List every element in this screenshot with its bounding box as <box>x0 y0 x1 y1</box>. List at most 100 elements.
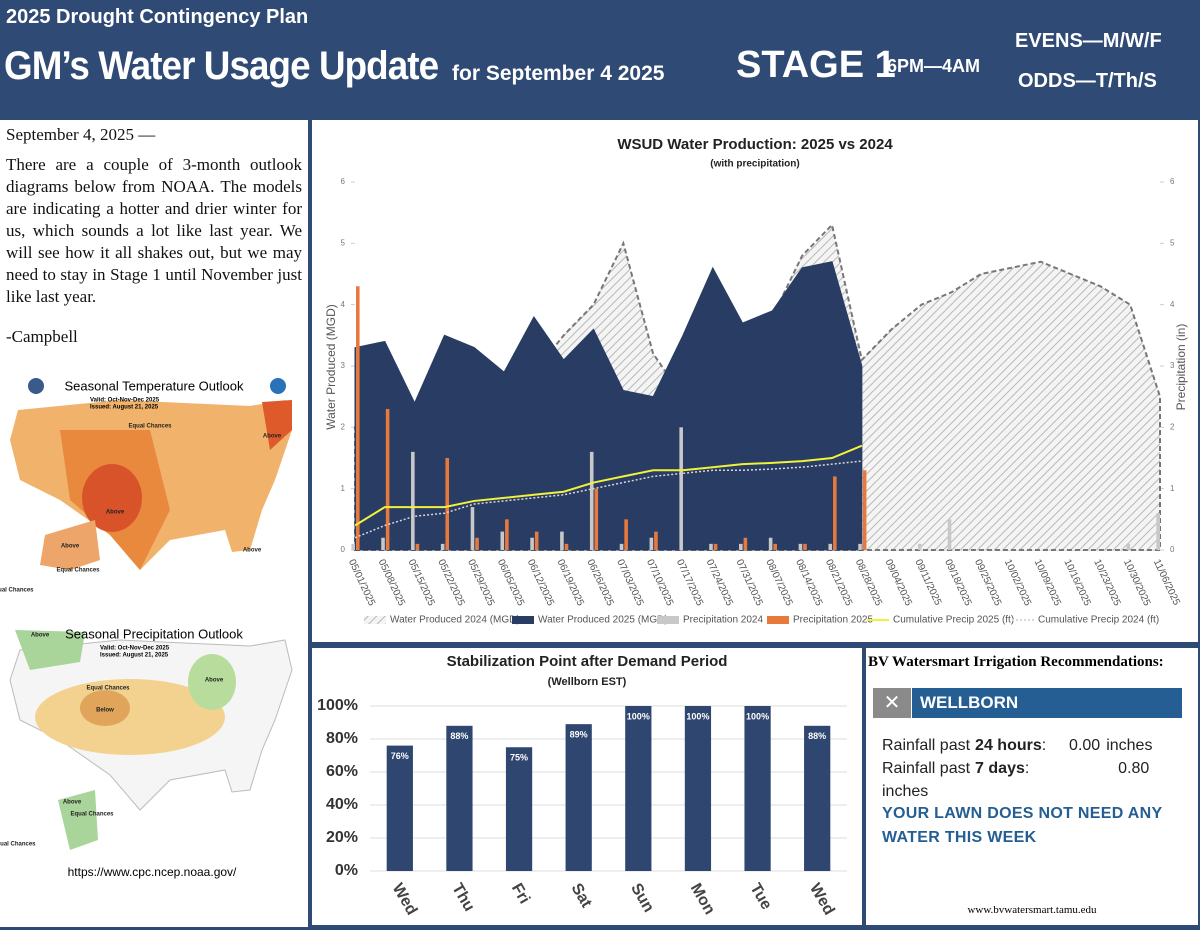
precip-bar <box>739 543 743 550</box>
legend-label: Cumulative Precip 2024 (ft) <box>1038 615 1159 626</box>
precip-bar <box>917 543 922 550</box>
precip-bar <box>619 543 624 550</box>
y-tick-label: 20% <box>326 829 358 846</box>
bar <box>625 706 652 871</box>
precip-bar <box>624 519 628 550</box>
x-tick-label: 05/15/2025 <box>406 558 437 608</box>
bar <box>446 725 473 871</box>
map-region <box>188 654 236 710</box>
map-label: Equal Chances <box>70 812 114 818</box>
precip-bar <box>828 543 833 550</box>
ws-rows: Rainfall past 24 hours: 0.00 inches Rainfall… <box>882 734 1198 803</box>
line <box>354 444 863 527</box>
x-tick-label: 08/21/2025 <box>823 558 854 608</box>
x-tick-label: Wed <box>806 881 837 919</box>
map-title: Seasonal Precipitation Outlook <box>65 626 243 641</box>
y-tick-label: 6 <box>341 177 346 186</box>
ws-prefix: Rainfall past <box>882 760 971 777</box>
y-tick-label: 40% <box>326 796 358 813</box>
x-tick-label: 09/18/2025 <box>942 558 973 608</box>
precip-bar <box>560 531 564 550</box>
ws-row: Rainfall past 24 hours: 0.00 inches <box>882 734 1198 757</box>
map-region <box>262 400 292 450</box>
ws-url: www.bvwatersmart.tamu.edu <box>967 904 1097 916</box>
precip-bar <box>768 537 773 550</box>
precip-bar <box>1126 543 1131 550</box>
stage: STAGE 1 <box>736 44 896 86</box>
map-label: Above <box>263 434 282 440</box>
map-issued: Issued: August 21, 2025 <box>90 405 159 411</box>
map-region <box>80 690 130 726</box>
x-tick-label: 07/31/2025 <box>733 558 764 608</box>
ws-value: 0.80 <box>1118 760 1150 777</box>
date: for September 4 2025 <box>452 62 665 85</box>
x-tick-label: 06/19/2025 <box>555 558 586 608</box>
legend-label: Cumulative Precip 2025 (ft) <box>893 615 1014 626</box>
map-label: Above <box>243 548 262 554</box>
x-tick-label: 07/24/2025 <box>704 558 735 608</box>
precip-bar <box>594 488 599 550</box>
value-label: 100% <box>627 711 650 721</box>
precip-bar <box>530 537 534 550</box>
logo <box>270 378 286 394</box>
bar <box>505 747 533 871</box>
x-tick-label: 10/16/2025 <box>1061 558 1092 608</box>
y-tick-label: 0 <box>341 545 346 554</box>
y-tick-label: 5 <box>341 238 346 247</box>
x-tick-label: 10/23/2025 <box>1091 558 1122 608</box>
x-tick-label: Tue <box>746 881 774 913</box>
chart-subtitle: (with precipitation) <box>710 159 799 170</box>
stabilization-panel: Stabilization Point after Demand Period … <box>312 648 862 925</box>
letter-date: September 4, 2025 — <box>6 125 156 144</box>
production-chart: WSUD Water Production: 2025 vs 2024 (wit… <box>324 136 1188 626</box>
x-tick-label: Thu <box>448 881 477 915</box>
close-icon: ✕ <box>873 688 911 718</box>
x-tick-label: Sat <box>568 881 596 912</box>
precip-bar <box>564 543 569 550</box>
map-region <box>40 520 100 570</box>
precip-bar <box>709 543 713 550</box>
ws-value: 0.00 <box>1069 737 1101 754</box>
maps: Seasonal Temperature Outlook Valid: Oct-… <box>0 378 293 879</box>
title: GM’s Water Usage Update <box>4 44 439 88</box>
y-axis-label: Water Produced (MGD) <box>324 304 338 430</box>
y-tick-label: 1 <box>341 484 346 493</box>
value-label: 89% <box>570 730 588 740</box>
precip-bar <box>654 531 658 550</box>
y-tick-label: 100% <box>317 697 358 714</box>
map-issued: Issued: August 21, 2025 <box>100 653 169 659</box>
plan: 2025 Drought Contingency Plan <box>6 6 309 28</box>
bar <box>565 724 592 871</box>
value-label: 100% <box>686 711 709 721</box>
legend-swatch <box>767 616 789 624</box>
y-tick-label: 60% <box>326 763 358 780</box>
ws-period: 24 hours <box>975 737 1042 754</box>
ws-colon: : <box>1024 760 1030 777</box>
bar <box>804 725 831 871</box>
precip-bar <box>947 519 952 550</box>
x-tick-label: Sun <box>627 881 657 916</box>
x-tick-label: 08/07/2025 <box>763 558 794 608</box>
precip-bar <box>440 543 445 550</box>
precip-bar <box>679 427 683 550</box>
x-tick-label: Mon <box>687 881 718 918</box>
x-tick-label: 05/08/2025 <box>376 558 407 608</box>
legend-label: Precipitation 2025 <box>793 615 873 626</box>
chart-subtitle: (Wellborn EST) <box>548 676 627 688</box>
signature: -Campbell <box>6 327 78 346</box>
legend-label: Water Produced 2024 (MGD) <box>390 615 520 626</box>
precip-bar <box>773 543 777 550</box>
precip-bar <box>356 286 360 550</box>
map-label: Equal Chances <box>0 588 34 594</box>
x-tick-label: Fri <box>508 881 533 907</box>
value-label: 100% <box>746 711 769 721</box>
precip-bar <box>833 476 837 550</box>
x-tick-label: 10/02/2025 <box>1002 558 1033 608</box>
odds: ODDS—T/Th/S <box>1018 70 1157 92</box>
y2-tick-label: 6 <box>1170 177 1175 186</box>
precip-bar <box>798 543 803 550</box>
y2-tick-label: 5 <box>1170 238 1175 247</box>
legend-label: Water Produced 2025 (MGD) <box>538 615 668 626</box>
y-tick-label: 4 <box>341 300 346 309</box>
